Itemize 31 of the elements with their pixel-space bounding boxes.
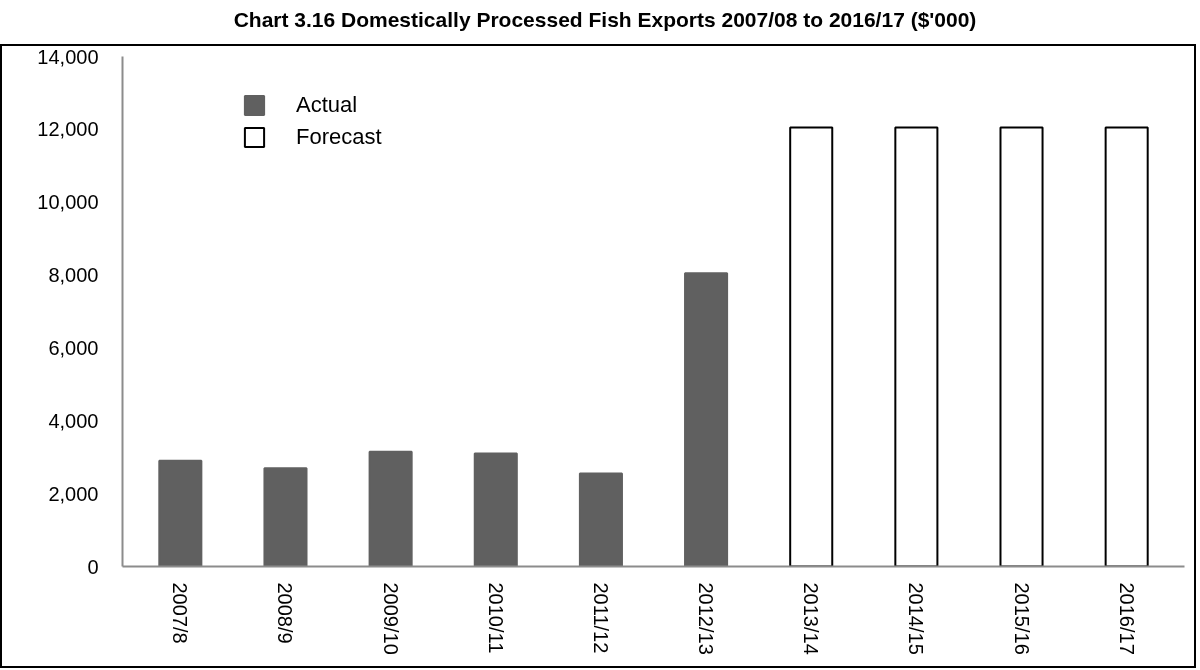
bar bbox=[999, 126, 1044, 567]
y-tick-label: 10,000 bbox=[37, 191, 99, 214]
bar bbox=[1104, 126, 1149, 567]
bar bbox=[263, 467, 308, 567]
bar bbox=[894, 126, 939, 567]
bar bbox=[473, 452, 518, 567]
x-tick-label: 2013/14 bbox=[800, 582, 823, 655]
y-tick-label: 8,000 bbox=[48, 264, 99, 287]
legend-label: Actual bbox=[296, 92, 358, 118]
y-tick-label: 4,000 bbox=[48, 409, 99, 432]
x-tick-label: 2016/17 bbox=[1115, 582, 1138, 655]
bar bbox=[578, 472, 623, 567]
x-tick-label: 2010/11 bbox=[484, 582, 507, 654]
legend-label: Forecast bbox=[296, 124, 382, 150]
bar bbox=[789, 126, 834, 567]
x-tick-label: 2007/8 bbox=[169, 582, 192, 644]
bar bbox=[368, 450, 413, 567]
y-tick-label: 6,000 bbox=[48, 336, 99, 359]
chart-title: Chart 3.16 Domestically Processed Fish Exports 2007/08 to 2016/17 ($'000) bbox=[233, 7, 977, 33]
x-tick-label: 2011/12 bbox=[589, 582, 612, 654]
y-tick-label: 12,000 bbox=[37, 118, 99, 141]
bar bbox=[158, 459, 203, 567]
x-tick-label: 2008/9 bbox=[274, 582, 297, 644]
y-tick-label: 14,000 bbox=[37, 45, 99, 68]
y-tick-label: 0 bbox=[87, 555, 99, 578]
x-tick-label: 2015/16 bbox=[1010, 582, 1033, 655]
bar bbox=[684, 272, 729, 567]
y-tick-label: 2,000 bbox=[48, 482, 99, 505]
x-tick-label: 2012/13 bbox=[695, 582, 718, 655]
x-tick-label: 2009/10 bbox=[379, 582, 402, 655]
x-tick-label: 2014/15 bbox=[905, 582, 928, 655]
